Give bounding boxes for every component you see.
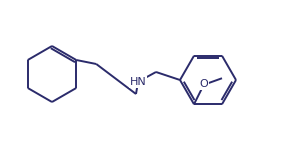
- Text: O: O: [200, 79, 208, 89]
- Text: HN: HN: [130, 77, 146, 87]
